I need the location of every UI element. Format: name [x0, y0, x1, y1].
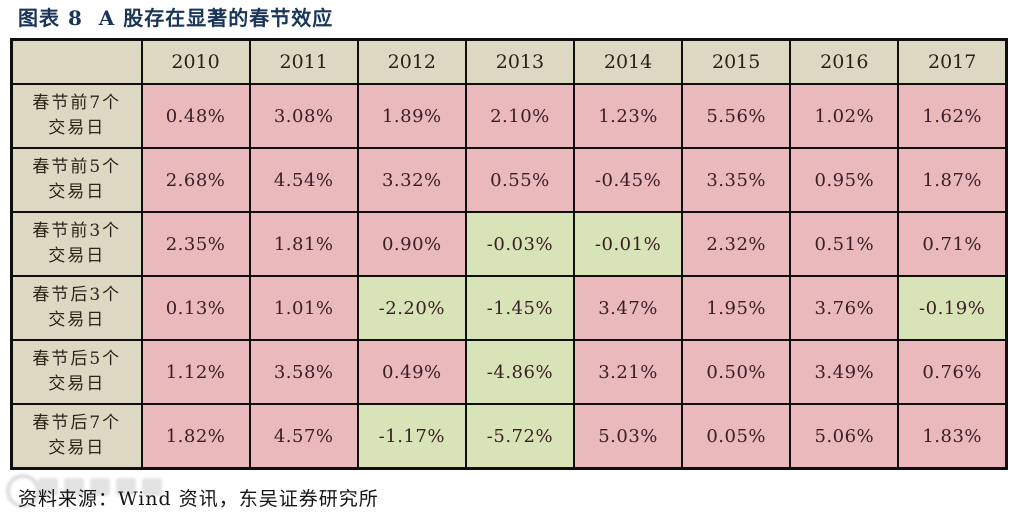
source-text: Wind 资讯，东吴证券研究所: [118, 488, 379, 510]
row-label-line2: 交易日: [48, 438, 106, 458]
value-cell: 3.58%: [248, 339, 359, 405]
row-label: 春节后3个 交易日: [10, 275, 143, 341]
value-cell: 5.06%: [789, 403, 900, 470]
value-cell: 1.12%: [140, 339, 251, 405]
value-cell: -0.03%: [464, 211, 576, 277]
value-cell: 4.57%: [248, 403, 359, 470]
value-cell: 5.56%: [681, 83, 792, 149]
table-header-row: 2010 2011 2012 2013 2014 2015 2016 2017: [10, 38, 1008, 85]
row-label-line1: 春节前7个: [32, 93, 122, 114]
table-row: 春节后7个 交易日 1.82% 4.57% -1.17% -5.72% 5.03…: [10, 403, 1008, 470]
column-header-year: 2010: [140, 38, 251, 85]
row-label: 春节前5个 交易日: [10, 147, 143, 213]
value-cell: -0.45%: [572, 147, 684, 213]
column-header-year: 2014: [572, 38, 684, 85]
value-cell: 2.68%: [140, 147, 251, 213]
value-cell: 1.89%: [356, 83, 467, 149]
row-label-line1: 春节后3个: [32, 285, 122, 306]
value-cell: 3.35%: [681, 147, 792, 213]
value-cell: 2.32%: [681, 211, 792, 277]
column-header-year: 2015: [681, 38, 792, 85]
chart-title: 图表 8 A 股存在显著的春节效应: [18, 6, 334, 30]
value-cell: 0.90%: [356, 211, 467, 277]
column-header-year: 2017: [897, 38, 1008, 85]
value-cell: 0.50%: [681, 339, 792, 405]
spring-festival-effect-table: 2010 2011 2012 2013 2014 2015 2016 2017 …: [10, 38, 1008, 470]
value-cell: -1.45%: [464, 275, 576, 341]
table-row: 春节前5个 交易日 2.68% 4.54% 3.32% 0.55% -0.45%…: [10, 147, 1008, 213]
value-cell: 1.81%: [248, 211, 359, 277]
row-label-line1: 春节前3个: [32, 221, 122, 242]
row-label-line2: 交易日: [48, 310, 106, 330]
value-cell: -0.19%: [897, 275, 1008, 341]
value-cell: -0.01%: [572, 211, 684, 277]
value-cell: 3.49%: [789, 339, 900, 405]
value-cell: 0.13%: [140, 275, 251, 341]
value-cell: 0.05%: [681, 403, 792, 470]
value-cell: 2.10%: [464, 83, 576, 149]
row-label: 春节前7个 交易日: [10, 83, 143, 149]
value-cell: 0.76%: [897, 339, 1008, 405]
table-row: 春节前7个 交易日 0.48% 3.08% 1.89% 2.10% 1.23% …: [10, 83, 1008, 149]
value-cell: 4.54%: [248, 147, 359, 213]
row-label-line1: 春节前5个: [32, 157, 122, 178]
value-cell: 3.47%: [572, 275, 684, 341]
row-label: 春节前3个 交易日: [10, 211, 143, 277]
value-cell: 1.82%: [140, 403, 251, 470]
row-label-line1: 春节后5个: [32, 349, 122, 370]
table-row: 春节后5个 交易日 1.12% 3.58% 0.49% -4.86% 3.21%…: [10, 339, 1008, 405]
value-cell: -1.17%: [356, 403, 467, 470]
value-cell: 3.08%: [248, 83, 359, 149]
value-cell: 1.23%: [572, 83, 684, 149]
value-cell: 1.87%: [897, 147, 1008, 213]
value-cell: -4.86%: [464, 339, 576, 405]
data-source-line: 资料来源：Wind 资讯，东吴证券研究所: [18, 484, 379, 511]
value-cell: 0.49%: [356, 339, 467, 405]
row-label-line1: 春节后7个: [32, 413, 122, 434]
value-cell: 3.32%: [356, 147, 467, 213]
value-cell: 3.76%: [789, 275, 900, 341]
row-label: 春节后7个 交易日: [10, 403, 143, 470]
column-header-year: 2013: [464, 38, 576, 85]
value-cell: 1.01%: [248, 275, 359, 341]
value-cell: 0.48%: [140, 83, 251, 149]
value-cell: 1.83%: [897, 403, 1008, 470]
row-label-line2: 交易日: [48, 182, 106, 202]
row-label-line2: 交易日: [48, 374, 106, 394]
value-cell: -5.72%: [464, 403, 576, 470]
column-header-year: 2012: [356, 38, 467, 85]
corner-empty-cell: [10, 38, 143, 85]
value-cell: 0.71%: [897, 211, 1008, 277]
value-cell: 0.55%: [464, 147, 576, 213]
value-cell: -2.20%: [356, 275, 467, 341]
column-header-year: 2011: [248, 38, 359, 85]
value-cell: 1.62%: [897, 83, 1008, 149]
row-label: 春节后5个 交易日: [10, 339, 143, 405]
value-cell: 0.51%: [789, 211, 900, 277]
value-cell: 2.35%: [140, 211, 251, 277]
source-label: 资料来源：: [18, 488, 119, 510]
value-cell: 1.95%: [681, 275, 792, 341]
value-cell: 1.02%: [789, 83, 900, 149]
value-cell: 3.21%: [572, 339, 684, 405]
value-cell: 0.95%: [789, 147, 900, 213]
table-row: 春节前3个 交易日 2.35% 1.81% 0.90% -0.03% -0.01…: [10, 211, 1008, 277]
row-label-line2: 交易日: [48, 118, 106, 138]
value-cell: 5.03%: [572, 403, 684, 470]
row-label-line2: 交易日: [48, 246, 106, 266]
table-row: 春节后3个 交易日 0.13% 1.01% -2.20% -1.45% 3.47…: [10, 275, 1008, 341]
column-header-year: 2016: [789, 38, 900, 85]
